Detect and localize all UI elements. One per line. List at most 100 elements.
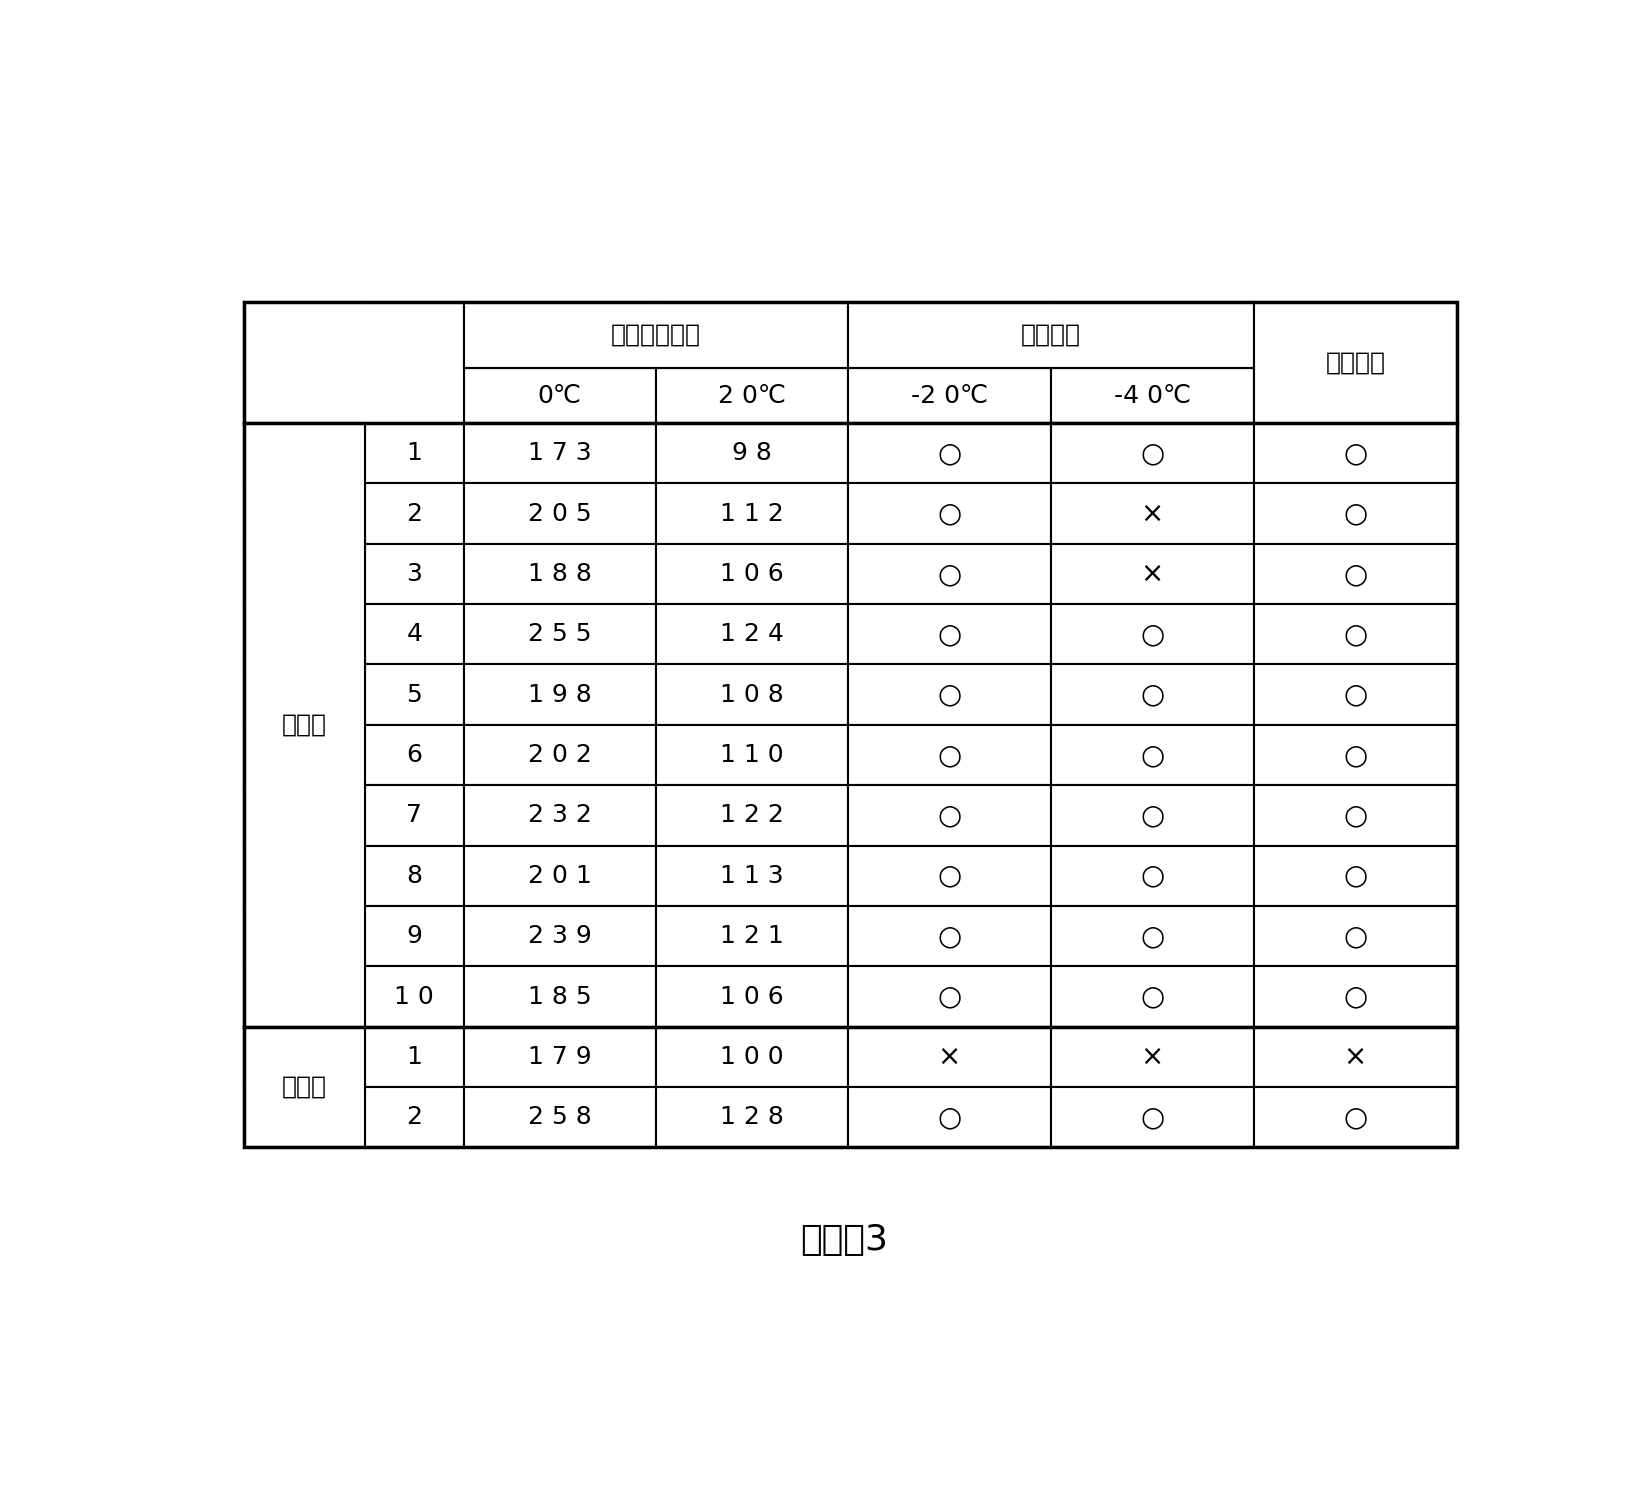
Polygon shape (244, 665, 366, 725)
Polygon shape (1051, 368, 1253, 423)
Polygon shape (366, 302, 464, 368)
Polygon shape (848, 483, 1051, 544)
Text: ○: ○ (937, 982, 962, 1011)
Polygon shape (1051, 1087, 1253, 1148)
Polygon shape (464, 1027, 656, 1087)
Polygon shape (848, 302, 1051, 368)
Polygon shape (464, 302, 848, 368)
Text: ○: ○ (937, 802, 962, 829)
Text: ×: × (1141, 559, 1164, 588)
Text: ○: ○ (1344, 862, 1367, 890)
Text: 1 2 1: 1 2 1 (720, 923, 784, 948)
Polygon shape (656, 725, 848, 785)
Polygon shape (464, 483, 656, 544)
Text: ○: ○ (937, 499, 962, 528)
Text: 1 0: 1 0 (394, 985, 435, 1009)
Polygon shape (464, 544, 656, 605)
Polygon shape (366, 785, 464, 845)
Polygon shape (656, 302, 848, 368)
Polygon shape (464, 665, 656, 725)
Polygon shape (656, 423, 848, 483)
Polygon shape (656, 665, 848, 725)
Polygon shape (464, 967, 656, 1027)
Text: 3: 3 (407, 562, 422, 587)
Text: 1 8 5: 1 8 5 (527, 985, 591, 1009)
Text: 旋转启动: 旋转启动 (1021, 323, 1080, 347)
Text: 2 0 1: 2 0 1 (527, 863, 591, 887)
Polygon shape (464, 605, 656, 665)
Text: 1 9 8: 1 9 8 (527, 683, 591, 707)
Text: ×: × (1141, 499, 1164, 528)
Polygon shape (1051, 905, 1253, 967)
Text: 1 7 3: 1 7 3 (527, 441, 591, 465)
Polygon shape (1253, 483, 1456, 544)
Polygon shape (656, 544, 848, 605)
Text: ○: ○ (937, 741, 962, 769)
Polygon shape (366, 725, 464, 785)
Polygon shape (1253, 1027, 1456, 1087)
Text: 2 5 8: 2 5 8 (527, 1105, 591, 1130)
Text: 1 1 2: 1 1 2 (720, 501, 784, 525)
Polygon shape (656, 905, 848, 967)
Polygon shape (1253, 665, 1456, 725)
Text: 实施例: 实施例 (282, 713, 328, 737)
Text: 图　　3: 图 3 (800, 1223, 888, 1257)
Polygon shape (1051, 785, 1253, 845)
Polygon shape (656, 483, 848, 544)
Text: 1 2 2: 1 2 2 (720, 803, 784, 827)
Text: ○: ○ (1140, 1104, 1164, 1131)
Polygon shape (1253, 1087, 1456, 1148)
Polygon shape (244, 1027, 366, 1087)
Text: 2: 2 (407, 1105, 422, 1130)
Polygon shape (244, 1027, 366, 1148)
Polygon shape (1051, 967, 1253, 1027)
Polygon shape (464, 302, 656, 368)
Text: ○: ○ (1140, 620, 1164, 648)
Text: ○: ○ (1344, 802, 1367, 829)
Text: ○: ○ (1140, 439, 1164, 468)
Text: ○: ○ (1344, 499, 1367, 528)
Polygon shape (656, 785, 848, 845)
Polygon shape (464, 785, 656, 845)
Text: 2 3 9: 2 3 9 (527, 923, 591, 948)
Text: 2 0 2: 2 0 2 (527, 743, 591, 767)
Polygon shape (1253, 845, 1456, 905)
Polygon shape (244, 302, 464, 423)
Polygon shape (1051, 423, 1253, 483)
Text: 1 2 8: 1 2 8 (720, 1105, 784, 1130)
Text: ○: ○ (1140, 741, 1164, 769)
Polygon shape (1051, 544, 1253, 605)
Polygon shape (366, 483, 464, 544)
Text: ○: ○ (937, 559, 962, 588)
Text: 5: 5 (407, 683, 422, 707)
Polygon shape (656, 967, 848, 1027)
Polygon shape (244, 423, 366, 1027)
Polygon shape (848, 665, 1051, 725)
Polygon shape (656, 605, 848, 665)
Text: ○: ○ (1344, 922, 1367, 951)
Polygon shape (366, 1087, 464, 1148)
Polygon shape (848, 725, 1051, 785)
Polygon shape (244, 1087, 366, 1148)
Polygon shape (244, 967, 366, 1027)
Text: 1 1 0: 1 1 0 (720, 743, 784, 767)
Text: 8: 8 (407, 863, 422, 887)
Polygon shape (1051, 845, 1253, 905)
Text: 液面有无: 液面有无 (1326, 350, 1385, 374)
Text: ○: ○ (937, 439, 962, 468)
Text: 1 7 9: 1 7 9 (527, 1045, 591, 1069)
Polygon shape (1253, 368, 1456, 423)
Text: 1 1 3: 1 1 3 (720, 863, 784, 887)
Polygon shape (244, 368, 366, 423)
Polygon shape (1051, 665, 1253, 725)
Polygon shape (366, 605, 464, 665)
Polygon shape (366, 368, 464, 423)
Polygon shape (848, 544, 1051, 605)
Polygon shape (464, 845, 656, 905)
Text: 1 8 8: 1 8 8 (527, 562, 591, 587)
Text: 4: 4 (407, 623, 422, 647)
Text: ×: × (1141, 1042, 1164, 1071)
Polygon shape (1253, 544, 1456, 605)
Polygon shape (366, 967, 464, 1027)
Text: ○: ○ (937, 1104, 962, 1131)
